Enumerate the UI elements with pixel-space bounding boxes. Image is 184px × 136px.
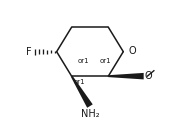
Text: F: F: [26, 47, 31, 57]
Text: or1: or1: [74, 79, 86, 85]
Text: or1: or1: [78, 58, 90, 64]
Text: O: O: [128, 46, 136, 56]
Text: or1: or1: [100, 58, 112, 64]
Polygon shape: [71, 76, 93, 108]
Polygon shape: [108, 73, 144, 79]
Text: NH₂: NH₂: [81, 109, 99, 120]
Text: O: O: [144, 71, 152, 81]
